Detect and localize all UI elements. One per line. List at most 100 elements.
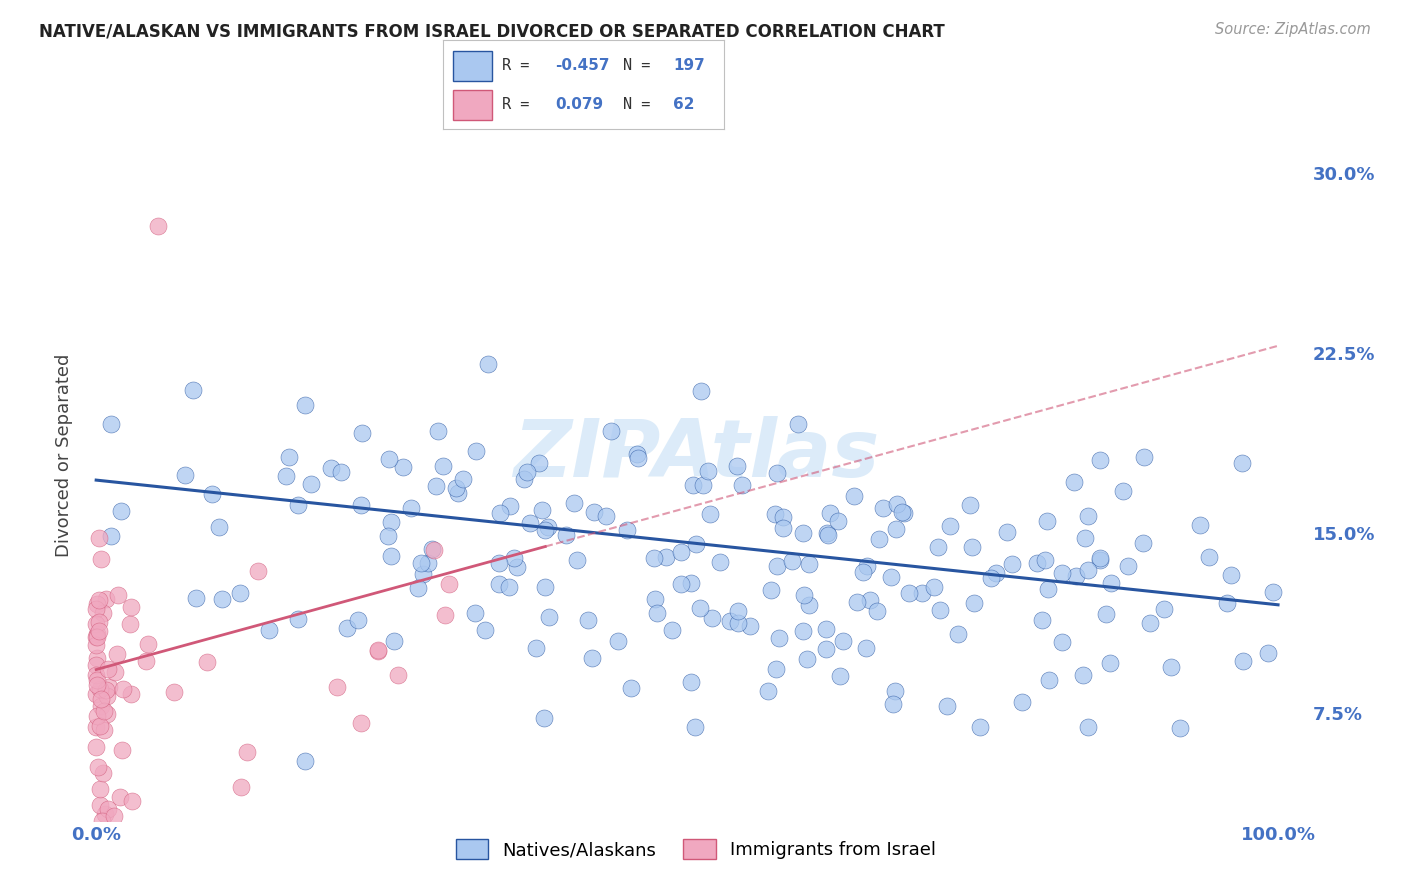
- Point: [367, 642, 389, 657]
- Point: [499, 499, 522, 513]
- Point: [118, 617, 141, 632]
- Point: [866, 604, 889, 618]
- Point: [201, 487, 224, 501]
- Point: [827, 514, 849, 528]
- Point: [87, 592, 110, 607]
- Point: [792, 624, 814, 639]
- Point: [104, 665, 127, 679]
- Point: [1116, 558, 1139, 573]
- Point: [86, 709, 108, 723]
- Point: [709, 555, 731, 569]
- Point: [725, 458, 748, 473]
- Point: [1011, 695, 1033, 709]
- Point: [928, 603, 950, 617]
- Point: [627, 451, 650, 466]
- Point: [294, 754, 316, 768]
- Point: [409, 556, 432, 570]
- Point: [408, 582, 430, 596]
- Point: [97, 662, 120, 676]
- Point: [336, 621, 359, 635]
- Point: [606, 633, 628, 648]
- Point: [718, 614, 741, 628]
- Point: [730, 478, 752, 492]
- Point: [1064, 569, 1087, 583]
- Point: [1261, 585, 1284, 599]
- Point: [86, 627, 108, 641]
- Text: ZIPAtlas: ZIPAtlas: [513, 416, 879, 494]
- Point: [1036, 514, 1059, 528]
- Point: [830, 669, 852, 683]
- Point: [91, 765, 114, 780]
- Point: [879, 569, 901, 583]
- Point: [84, 687, 107, 701]
- Point: [768, 631, 790, 645]
- Point: [321, 460, 343, 475]
- Point: [100, 417, 122, 431]
- Point: [595, 509, 617, 524]
- Text: Source: ZipAtlas.com: Source: ZipAtlas.com: [1215, 22, 1371, 37]
- Point: [98, 680, 121, 694]
- Point: [1031, 613, 1053, 627]
- Point: [537, 520, 560, 534]
- Point: [756, 684, 779, 698]
- Point: [1052, 635, 1074, 649]
- Point: [86, 597, 108, 611]
- Point: [581, 651, 603, 665]
- Point: [852, 565, 875, 579]
- Text: N =: N =: [623, 58, 650, 72]
- Point: [796, 652, 818, 666]
- Point: [599, 424, 621, 438]
- Point: [502, 551, 524, 566]
- Point: [107, 588, 129, 602]
- Point: [1232, 654, 1254, 668]
- Point: [626, 446, 648, 460]
- Point: [859, 593, 882, 607]
- Point: [90, 698, 112, 713]
- Point: [464, 443, 486, 458]
- Point: [425, 478, 447, 492]
- Point: [120, 600, 142, 615]
- Point: [980, 571, 1002, 585]
- Point: [93, 806, 115, 821]
- Point: [387, 668, 409, 682]
- Point: [1160, 660, 1182, 674]
- Point: [727, 615, 749, 630]
- Point: [1099, 575, 1122, 590]
- Point: [1088, 553, 1111, 567]
- Point: [96, 706, 118, 721]
- Point: [105, 647, 128, 661]
- Point: [927, 541, 949, 555]
- Point: [91, 606, 114, 620]
- Point: [689, 600, 711, 615]
- Point: [447, 486, 470, 500]
- Point: [818, 506, 841, 520]
- Point: [893, 506, 915, 520]
- Point: [146, 219, 169, 233]
- Point: [418, 557, 440, 571]
- Point: [488, 576, 510, 591]
- Point: [350, 716, 373, 731]
- Point: [1036, 582, 1059, 596]
- Point: [685, 537, 707, 551]
- Point: [111, 681, 134, 696]
- Point: [135, 654, 157, 668]
- Point: [1133, 450, 1156, 464]
- Point: [780, 554, 803, 568]
- Point: [90, 552, 112, 566]
- Point: [772, 510, 794, 524]
- Point: [697, 464, 720, 478]
- Point: [519, 516, 541, 530]
- Point: [382, 634, 405, 648]
- Point: [181, 384, 204, 398]
- Point: [174, 467, 197, 482]
- Point: [793, 588, 815, 602]
- Legend: Natives/Alaskans, Immigrants from Israel: Natives/Alaskans, Immigrants from Israel: [449, 832, 943, 866]
- Point: [121, 794, 143, 808]
- Point: [898, 585, 921, 599]
- Point: [229, 780, 252, 794]
- Point: [765, 507, 787, 521]
- Point: [437, 577, 460, 591]
- Point: [378, 451, 401, 466]
- Point: [299, 477, 322, 491]
- Point: [229, 585, 252, 599]
